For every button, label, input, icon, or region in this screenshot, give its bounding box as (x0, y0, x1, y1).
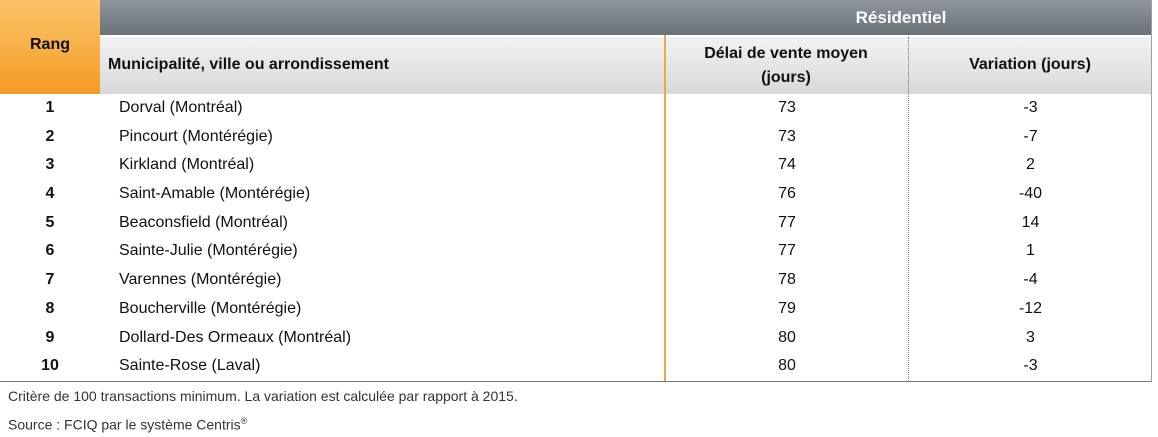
registered-mark: ® (240, 416, 248, 426)
table-row: 3 Kirkland (Montréal) 74 2 (0, 151, 1152, 180)
source-note: Source : FCIQ par le système Centris® (8, 416, 247, 433)
variation-cell: -12 (1018, 299, 1043, 317)
rang-header-label: Rang (30, 36, 70, 53)
variation-cell: 3 (1026, 328, 1035, 346)
delai-cell: 77 (778, 213, 796, 231)
rank-cell: 6 (45, 242, 55, 260)
table-row: 2 Pincourt (Montérégie) 73 -7 (0, 123, 1152, 152)
table-row: 5 Beaconsfield (Montréal) 77 14 (0, 209, 1152, 238)
group-header-label: Résidentiel (855, 8, 947, 27)
rank-cell: 1 (45, 99, 55, 116)
delai-column-header: Délai de vente moyen (jours) (666, 42, 906, 90)
criteria-note: Critère de 100 transactions minimum. La … (8, 388, 518, 404)
municipality-cell: Saint-Amable (Montérégie) (119, 185, 311, 203)
group-header-band: Résidentiel (100, 0, 1152, 37)
column-header-band: Municipalité, ville ou arrondissement Dé… (100, 37, 1152, 94)
municipality-cell: Sainte-Rose (Laval) (119, 357, 261, 375)
delai-cell: 80 (778, 357, 796, 375)
column-divider-accent (664, 35, 666, 381)
delai-cell: 73 (778, 127, 796, 145)
rank-cell: 7 (45, 271, 55, 289)
municipality-cell: Dorval (Montréal) (119, 99, 243, 116)
rank-cell: 10 (41, 357, 59, 375)
rank-cell: 9 (45, 328, 55, 346)
delai-cell: 77 (778, 242, 796, 260)
table-right-rule (1151, 0, 1152, 382)
variation-cell: -40 (1018, 185, 1043, 203)
variation-cell: -4 (1023, 271, 1038, 289)
table-row: 1 Dorval (Montréal) 73 -3 (0, 94, 1152, 123)
municipality-cell: Beaconsfield (Montréal) (119, 213, 288, 231)
delai-header-line2: (jours) (761, 69, 811, 86)
table-row: 8 Boucherville (Montérégie) 79 -12 (0, 295, 1152, 324)
variation-cell: 2 (1026, 156, 1035, 174)
municipality-cell: Varennes (Montérégie) (119, 271, 282, 289)
variation-cell: 14 (1021, 213, 1040, 231)
delai-header-line1: Délai de vente moyen (704, 45, 868, 62)
municipality-column-header: Municipalité, ville ou arrondissement (108, 56, 389, 73)
rank-cell: 4 (45, 185, 55, 203)
table-row: 4 Saint-Amable (Montérégie) 76 -40 (0, 180, 1152, 209)
delai-cell: 79 (778, 299, 796, 317)
variation-column-header: Variation (jours) (969, 56, 1091, 73)
table-bottom-rule (0, 381, 1152, 382)
rank-cell: 5 (45, 213, 55, 231)
municipality-cell: Sainte-Julie (Montérégie) (119, 242, 298, 260)
variation-cell: 1 (1026, 242, 1035, 260)
table-row: 6 Sainte-Julie (Montérégie) 77 1 (0, 237, 1152, 266)
delai-cell: 73 (778, 99, 796, 116)
column-divider-dotted (908, 37, 909, 381)
source-text: Source : FCIQ par le système Centris (8, 416, 241, 433)
variation-cell: -3 (1023, 357, 1038, 375)
table-row: 7 Varennes (Montérégie) 78 -4 (0, 266, 1152, 295)
variation-cell: -3 (1023, 99, 1038, 116)
delai-cell: 76 (778, 185, 796, 203)
municipality-cell: Dollard-Des Ormeaux (Montréal) (119, 328, 352, 346)
rank-cell: 3 (45, 156, 55, 174)
municipality-cell: Pincourt (Montérégie) (119, 127, 273, 145)
rank-cell: 8 (45, 299, 55, 317)
table-row: 10 Sainte-Rose (Laval) 80 -3 (0, 352, 1152, 381)
delai-cell: 80 (778, 328, 796, 346)
delai-cell: 78 (778, 271, 796, 289)
variation-cell: -7 (1023, 127, 1038, 145)
rang-header-cell: Rang (0, 0, 100, 94)
rank-cell: 2 (45, 127, 55, 145)
table-body: 1 Dorval (Montréal) 73 -3 2 Pincourt (Montéré… (0, 94, 1152, 381)
delai-cell: 74 (778, 156, 796, 174)
municipality-cell: Kirkland (Montréal) (119, 156, 255, 174)
municipality-cell: Boucherville (Montérégie) (119, 299, 302, 317)
table-row: 9 Dollard-Des Ormeaux (Montréal) 80 3 (0, 324, 1152, 353)
